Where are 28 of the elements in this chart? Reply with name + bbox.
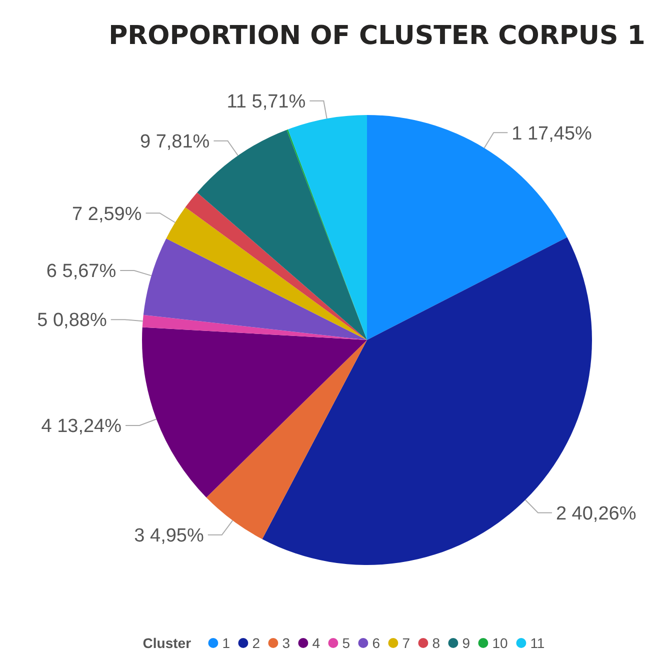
legend-label: 2 bbox=[252, 634, 260, 651]
legend-label: 5 bbox=[342, 634, 350, 651]
pie-slice bbox=[142, 314, 367, 340]
pie-slice bbox=[142, 327, 367, 498]
pie-slice bbox=[206, 340, 367, 540]
chart-title: PROPORTION OF CLUSTER CORPUS 1 bbox=[108, 21, 646, 51]
data-label: 11 5,71% bbox=[226, 92, 306, 113]
data-label: 1 17,45% bbox=[512, 123, 592, 144]
legend-label: 8 bbox=[432, 634, 440, 651]
legend-label: 3 bbox=[282, 634, 290, 651]
pie-slice bbox=[185, 192, 367, 340]
legend-label: 4 bbox=[312, 634, 320, 651]
legend-label: 1 bbox=[222, 634, 230, 651]
data-label: 5 0,88% bbox=[37, 310, 107, 332]
legend-label: 11 bbox=[530, 634, 545, 651]
data-label: 2 40,26% bbox=[556, 503, 636, 524]
pie-slice bbox=[166, 207, 367, 340]
pie-slice bbox=[143, 238, 367, 340]
data-label: 7 2,59% bbox=[72, 204, 142, 225]
data-label: 9 7,81% bbox=[140, 132, 210, 153]
legend-label: 7 bbox=[402, 634, 410, 651]
legend-title: Cluster bbox=[142, 634, 192, 651]
legend-label: 10 bbox=[492, 634, 508, 651]
legend-label: 6 bbox=[372, 634, 380, 651]
data-label: 6 5,67% bbox=[46, 261, 116, 282]
data-label: 4 13,24% bbox=[41, 416, 122, 438]
legend-label: 9 bbox=[462, 634, 470, 651]
data-label: 3 4,95% bbox=[134, 526, 204, 547]
